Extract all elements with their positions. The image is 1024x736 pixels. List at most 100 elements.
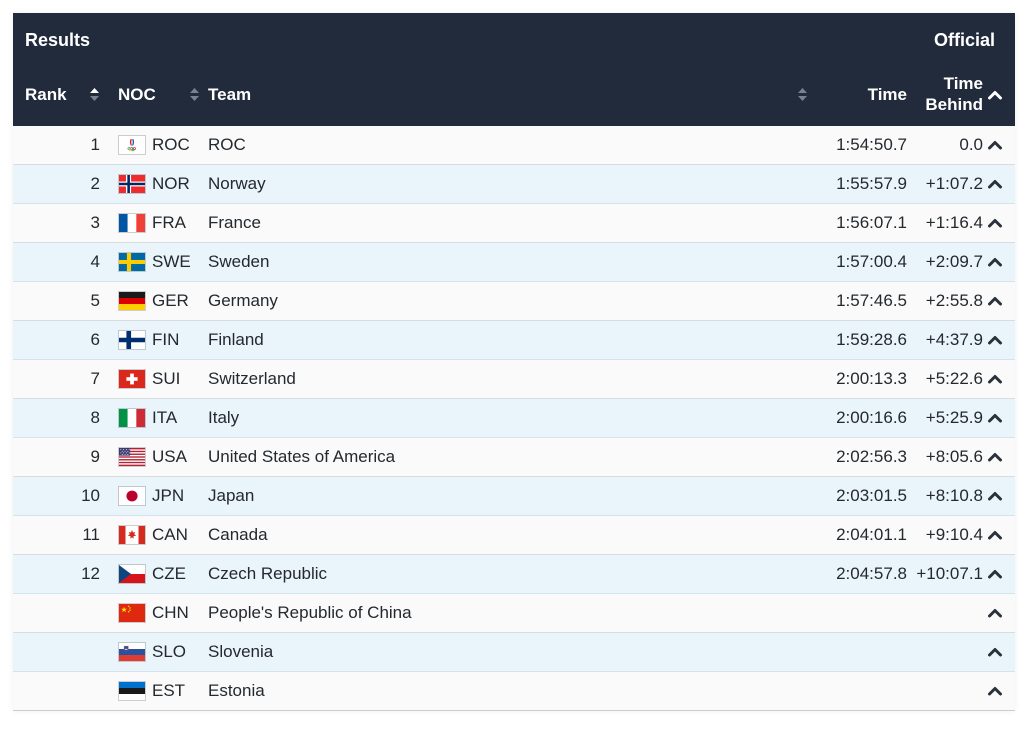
rank-value: 7 (90, 369, 100, 388)
time-behind-value: +4:37.9 (925, 330, 983, 349)
team-name: Switzerland (208, 369, 296, 388)
result-row[interactable]: 9 USA United States of America 2:02:56.3 +8:… (13, 438, 1015, 477)
column-headers: Rank NOC Team Time Time Behind (13, 63, 1015, 126)
time-behind-value: +10:07.1 (916, 564, 983, 583)
expand-row-button[interactable] (983, 296, 1003, 306)
rank-value: 1 (90, 135, 100, 154)
team-name: Sweden (208, 252, 270, 271)
page-title: Results (25, 29, 91, 50)
flag-icon-swe (118, 252, 146, 272)
expand-row-button[interactable] (983, 257, 1003, 267)
expand-row-button[interactable] (983, 179, 1003, 189)
noc-code: FRA (152, 213, 186, 232)
noc-code: USA (152, 447, 187, 466)
rank-value: 4 (90, 252, 100, 271)
time-value: 1:57:46.5 (836, 291, 907, 310)
result-row[interactable]: CHN People's Republic of China (13, 594, 1015, 633)
result-row[interactable]: 6 FIN Finland 1:59:28.6 +4:37.9 (13, 321, 1015, 360)
flag-icon-fra (118, 213, 146, 233)
result-row[interactable]: 1 ROC ROC 1:54:50.7 0.0 (13, 126, 1015, 165)
expand-row-button[interactable] (983, 374, 1003, 384)
team-name: Germany (208, 291, 278, 310)
expand-row-button[interactable] (983, 686, 1003, 696)
noc-code: SUI (152, 369, 181, 388)
table-header: Results Official Rank NOC Team Time Time… (13, 13, 1015, 126)
noc-code: SWE (152, 252, 191, 271)
expand-row-button[interactable] (983, 608, 1003, 618)
time-behind-value: +9:10.4 (925, 525, 983, 544)
rank-value: 10 (81, 486, 100, 505)
result-row[interactable]: 5 GER Germany 1:57:46.5 +2:55.8 (13, 282, 1015, 321)
rank-value: 5 (90, 291, 100, 310)
result-row[interactable]: 12 CZE Czech Republic 2:04:57.8 +10:07.1 (13, 555, 1015, 594)
result-row[interactable]: 11 CAN Canada 2:04:01.1 +9:10.4 (13, 516, 1015, 555)
noc-code: CAN (152, 525, 188, 544)
flag-icon-roc (118, 135, 146, 155)
time-behind-value: +8:10.8 (925, 486, 983, 505)
result-row[interactable]: 4 SWE Sweden 1:57:00.4 +2:09.7 (13, 243, 1015, 282)
team-name: ROC (208, 135, 246, 154)
result-row[interactable]: 10 JPN Japan 2:03:01.5 +8:10.8 (13, 477, 1015, 516)
sort-icon-noc[interactable] (189, 87, 200, 102)
result-row[interactable]: 7 SUI Switzerland 2:00:13.3 +5:22.6 (13, 360, 1015, 399)
flag-icon-sui (118, 369, 146, 389)
sort-icon-time[interactable] (797, 87, 808, 102)
time-value: 1:56:07.1 (836, 213, 907, 232)
time-value: 1:57:00.4 (836, 252, 907, 271)
time-value: 2:00:16.6 (836, 408, 907, 427)
result-row[interactable]: SLO Slovenia (13, 633, 1015, 672)
time-value: 2:04:01.1 (836, 525, 907, 544)
noc-code: EST (152, 681, 186, 700)
team-name: People's Republic of China (208, 603, 412, 622)
flag-icon-can (118, 525, 146, 545)
results-bar: Results Official (13, 13, 1015, 63)
expand-row-button[interactable] (983, 647, 1003, 657)
result-row[interactable]: EST Estonia (13, 672, 1015, 711)
flag-icon-fin (118, 330, 146, 350)
col-team-label: Team (208, 84, 252, 104)
result-row[interactable]: 8 ITA Italy 2:00:16.6 +5:25.9 (13, 399, 1015, 438)
noc-code: CHN (152, 603, 189, 622)
flag-icon-usa (118, 447, 146, 467)
noc-code: NOR (152, 174, 190, 193)
result-row[interactable]: 2 NOR Norway 1:55:57.9 +1:07.2 (13, 165, 1015, 204)
team-name: Norway (208, 174, 266, 193)
expand-row-button[interactable] (983, 452, 1003, 462)
rank-value: 3 (90, 213, 100, 232)
expand-row-button[interactable] (983, 569, 1003, 579)
team-name: France (208, 213, 261, 232)
team-name: Japan (208, 486, 255, 505)
sort-icon-rank[interactable] (89, 87, 100, 102)
expand-row-button[interactable] (983, 140, 1003, 150)
status-badge: Official (933, 29, 995, 50)
expand-row-button[interactable] (983, 530, 1003, 540)
rank-value: 11 (82, 525, 100, 544)
noc-code: JPN (152, 486, 185, 505)
col-noc-label: NOC (118, 84, 156, 104)
flag-icon-ita (118, 408, 146, 428)
time-behind-value: +2:55.8 (925, 291, 983, 310)
time-behind-value: +1:07.2 (925, 174, 983, 193)
col-rank-label: Rank (25, 84, 67, 104)
col-time-behind-label: Time Behind (925, 74, 983, 114)
expand-row-button[interactable] (983, 218, 1003, 228)
rank-value: 2 (90, 174, 100, 193)
expand-row-button[interactable] (983, 491, 1003, 501)
flag-icon-est (118, 681, 146, 701)
time-value: 1:59:28.6 (836, 330, 907, 349)
result-row[interactable]: 3 FRA France 1:56:07.1 +1:16.4 (13, 204, 1015, 243)
noc-code: SLO (152, 642, 187, 661)
rank-value: 12 (81, 564, 100, 583)
time-behind-value: +1:16.4 (925, 213, 983, 232)
flag-icon-chn (118, 603, 146, 623)
flag-icon-cze (118, 564, 146, 584)
time-behind-value: +8:05.6 (925, 447, 983, 466)
team-name: United States of America (208, 447, 396, 466)
time-value: 2:03:01.5 (836, 486, 907, 505)
rank-value: 9 (90, 447, 100, 466)
rank-value: 6 (90, 330, 100, 349)
collapse-all-button[interactable] (983, 90, 1003, 100)
noc-code: ROC (152, 135, 190, 154)
expand-row-button[interactable] (983, 413, 1003, 423)
expand-row-button[interactable] (983, 335, 1003, 345)
